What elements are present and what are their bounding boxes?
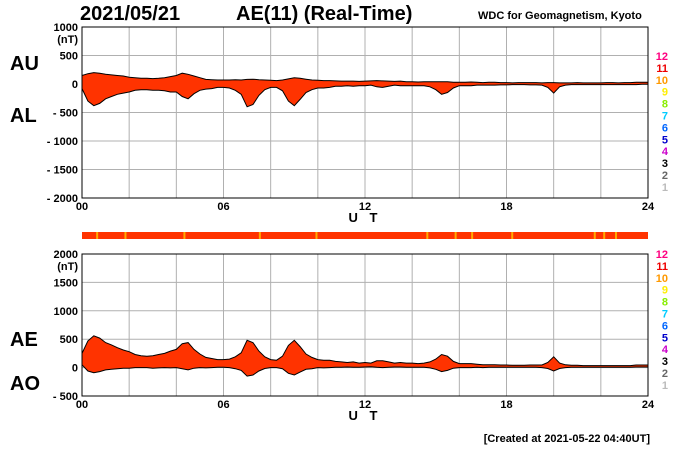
panel-2-bottom-label: AO xyxy=(10,373,40,395)
panel-2-legend-item: 5 xyxy=(662,332,668,344)
panel-1-legend-item: 7 xyxy=(662,111,668,123)
panel-1-ytick-label: 500 xyxy=(60,51,78,63)
panel-2-xaxis-title: U T xyxy=(349,408,382,423)
panel-1-xaxis-title: U T xyxy=(349,210,382,225)
panel-1-bottom-label: AL xyxy=(10,105,37,127)
panel-2-fill-area xyxy=(82,335,648,377)
panel-1-legend-item: 9 xyxy=(662,87,668,99)
panel-2-legend-item: 1 xyxy=(662,380,668,392)
panel-1-xtick-label: 12 xyxy=(359,201,371,213)
panel-2-legend-item: 6 xyxy=(662,320,668,332)
panel-2-units-label: (nT) xyxy=(57,261,78,273)
activity-bar xyxy=(82,232,648,239)
panel-1-ytick-label: 1000 xyxy=(54,22,78,34)
panel-2-ytick-label: 0 xyxy=(72,363,78,375)
activity-bar-stripe xyxy=(426,232,429,239)
panel-1-legend-item: 3 xyxy=(662,158,668,170)
panel-1-upper-line xyxy=(81,72,648,84)
activity-bar-stripe xyxy=(258,232,261,239)
panel-2-xtick-label: 00 xyxy=(76,399,88,411)
panel-2-legend-item: 9 xyxy=(662,285,668,297)
panel-1-fill-area xyxy=(82,72,648,107)
panel-1-legend-item: 10 xyxy=(656,75,668,87)
panel-1-units-label: (nT) xyxy=(57,34,78,46)
panel-2-xtick-label: 06 xyxy=(217,399,229,411)
panel-1-legend-item: 12 xyxy=(656,51,668,63)
panel-1-ytick-label: - 1000 xyxy=(47,136,78,148)
organization-label: WDC for Geomagnetism, Kyoto xyxy=(478,10,642,22)
panel-1-xtick-label: 24 xyxy=(642,201,655,213)
panel-2-top-label: AE xyxy=(10,329,38,351)
panel-1-ytick-label: - 2000 xyxy=(47,193,78,205)
panel-2-ytick-label: - 500 xyxy=(53,391,78,403)
panel-2-legend-item: 2 xyxy=(662,368,668,380)
panel-1-ytick-label: - 1500 xyxy=(47,165,78,177)
panel-2-ytick-label: 1500 xyxy=(54,277,78,289)
panel-2-legend-item: 10 xyxy=(656,273,668,285)
activity-bar-stripe xyxy=(614,232,617,239)
panel-2-frame xyxy=(81,253,649,397)
chart-title: AE(11) (Real-Time) xyxy=(236,3,413,25)
panel-2-legend-item: 4 xyxy=(662,344,669,356)
panel-1-xtick-label: 00 xyxy=(76,201,88,213)
activity-bar-stripe xyxy=(603,232,606,239)
panel-1-xtick-label: 18 xyxy=(500,201,512,213)
panel-2-legend-item: 11 xyxy=(656,261,668,273)
panel-1-top-label: AU xyxy=(10,53,39,75)
panel-1-ytick-label: - 500 xyxy=(53,108,78,120)
activity-bar-stripe xyxy=(124,232,127,239)
activity-bar-stripe xyxy=(593,232,596,239)
panel-1-legend-item: 4 xyxy=(662,146,669,158)
panel-1-legend-item: 6 xyxy=(662,122,668,134)
panel-2-legend-item: 12 xyxy=(656,249,668,261)
panel-1-legend-item: 5 xyxy=(662,134,668,146)
panel-1-legend-item: 1 xyxy=(662,182,668,194)
panel-1-legend-item: 2 xyxy=(662,170,668,182)
panel-1-legend-item: 8 xyxy=(662,99,668,111)
panel-1-lower-line xyxy=(81,83,648,108)
panel-1-legend-item: 11 xyxy=(656,63,668,75)
panel-1-ytick-label: 0 xyxy=(72,79,78,91)
chart-date: 2021/05/21 xyxy=(80,3,181,25)
panel-2-xtick-label: 24 xyxy=(642,399,655,411)
panel-2-ytick-label: 2000 xyxy=(54,249,78,261)
panel-2-upper-line xyxy=(81,335,648,367)
panel-1-frame xyxy=(81,26,649,199)
panel-2-xtick-label: 18 xyxy=(500,399,512,411)
activity-bar-stripe xyxy=(183,232,186,239)
activity-bar-stripe xyxy=(511,232,514,239)
activity-bar-stripe xyxy=(454,232,457,239)
panel-2-ytick-label: 1000 xyxy=(54,306,78,318)
activity-bar-stripe xyxy=(96,232,99,239)
panel-2-legend-item: 7 xyxy=(662,309,668,321)
activity-bar-stripe xyxy=(315,232,318,239)
panel-2-legend-item: 8 xyxy=(662,297,668,309)
panel-2-legend-item: 3 xyxy=(662,356,668,368)
activity-bar-stripe xyxy=(471,232,474,239)
created-timestamp: [Created at 2021-05-22 04:40UT] xyxy=(483,433,650,445)
panel-2-xtick-label: 12 xyxy=(359,399,371,411)
panel-2-ytick-label: 500 xyxy=(60,334,78,346)
panel-1-xtick-label: 06 xyxy=(217,201,229,213)
panel-2-lower-line xyxy=(81,364,648,377)
